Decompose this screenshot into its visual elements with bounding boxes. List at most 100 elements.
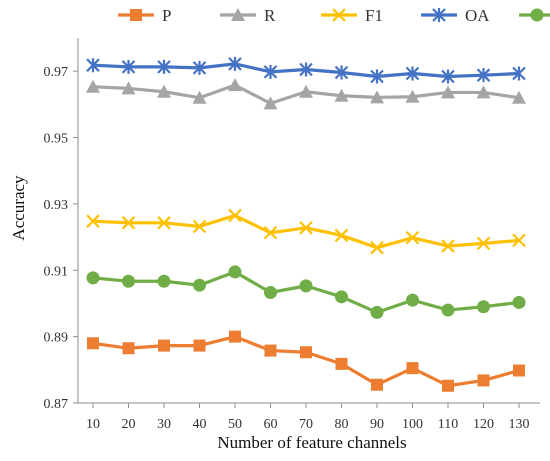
data-point-p (335, 357, 348, 370)
x-tick-label: 120 (473, 417, 494, 432)
data-point-kc (228, 265, 242, 279)
axes: 0.87 0.89 0.91 0.93 0.95 0.97 10 20 30 40 50 60 70 80… (44, 38, 540, 432)
data-point-kc (86, 271, 100, 285)
data-point-kc (299, 279, 313, 293)
data-point-kc (370, 305, 384, 319)
x-tick-label: 130 (509, 417, 530, 432)
data-point-p (264, 344, 277, 357)
x-tick-label: 50 (228, 417, 242, 432)
data-point-f1 (405, 230, 420, 245)
x-axis-title: Number of feature channels (217, 433, 406, 452)
series-kc (86, 265, 526, 319)
data-point-oa (263, 64, 278, 79)
data-point-f1 (370, 240, 384, 255)
data-point-r (263, 96, 278, 110)
x-tick-label: 90 (370, 417, 384, 432)
data-point-p (513, 364, 525, 377)
y-tick-label: 0.97 (44, 65, 69, 80)
legend: P R F1 OA KC (118, 6, 550, 25)
data-point-f1 (228, 208, 242, 223)
data-point-oa (228, 56, 242, 71)
data-point-kc (157, 274, 171, 288)
series-layer (86, 56, 526, 392)
legend-marker-oa (432, 8, 446, 22)
series-r (86, 78, 526, 110)
data-point-kc (441, 303, 455, 317)
y-axis-title: Accuracy (9, 175, 28, 241)
data-point-oa (334, 65, 349, 80)
legend-label-r: R (264, 6, 276, 25)
data-point-f1 (476, 236, 491, 251)
data-point-r (228, 78, 242, 92)
data-point-oa (370, 69, 384, 84)
data-point-f1 (334, 228, 349, 243)
data-point-r (476, 85, 491, 99)
series-oa (86, 56, 526, 84)
y-tick-label: 0.95 (44, 132, 69, 147)
legend-label-p: P (162, 6, 171, 25)
data-point-oa (299, 62, 313, 77)
data-point-kc (406, 293, 419, 307)
legend-marker-r (231, 8, 245, 21)
series-f1 (86, 208, 526, 255)
data-point-r (512, 90, 526, 104)
data-point-p (193, 339, 206, 352)
series-p (87, 330, 525, 392)
data-point-oa (157, 59, 171, 74)
data-point-r (86, 79, 100, 93)
legend-label-oa: OA (465, 6, 490, 25)
data-point-kc (122, 274, 135, 288)
data-point-r (370, 90, 384, 104)
data-point-oa (86, 58, 100, 73)
data-point-p (442, 379, 454, 392)
series-line-p (92, 335, 520, 388)
y-tick-label: 0.93 (44, 198, 69, 213)
x-tick-label: 110 (438, 417, 458, 432)
x-tick-label: 10 (86, 417, 100, 432)
data-point-p (122, 342, 135, 355)
data-point-oa (121, 59, 136, 74)
data-point-oa (405, 66, 420, 81)
data-point-p (158, 339, 170, 352)
data-point-r (334, 88, 349, 102)
x-tick-label: 20 (122, 417, 136, 432)
x-tick-label: 80 (335, 417, 349, 432)
legend-item-r: R (220, 6, 276, 25)
data-point-oa (441, 69, 455, 84)
data-point-kc (335, 290, 348, 304)
data-point-f1 (512, 233, 526, 248)
data-point-r (121, 81, 136, 95)
data-point-p (406, 362, 419, 375)
legend-item-oa: OA (421, 6, 490, 25)
legend-item-p: P (118, 6, 171, 25)
data-point-oa (476, 68, 491, 83)
data-point-kc (264, 286, 277, 300)
x-tick-label: 60 (264, 417, 278, 432)
data-point-oa (192, 60, 207, 75)
x-tick-label: 70 (299, 417, 313, 432)
data-point-p (87, 337, 99, 350)
legend-item-kc: KC (519, 8, 550, 22)
x-tick-label: 30 (157, 417, 171, 432)
data-point-f1 (192, 219, 207, 234)
data-point-f1 (157, 216, 171, 230)
x-tick-label: 100 (402, 417, 423, 432)
y-tick-label: 0.89 (44, 331, 69, 346)
legend-item-f1: F1 (321, 6, 383, 25)
data-point-r (157, 84, 171, 98)
data-point-f1 (121, 216, 136, 230)
data-point-f1 (441, 239, 455, 253)
data-point-oa (512, 66, 526, 81)
legend-marker-p (130, 9, 142, 21)
data-point-kc (477, 300, 490, 314)
data-point-r (405, 89, 420, 103)
data-point-kc (512, 295, 526, 309)
y-tick-label: 0.87 (44, 397, 69, 412)
legend-marker-f1 (332, 8, 346, 22)
data-point-r (192, 90, 207, 104)
data-point-r (441, 85, 455, 99)
data-point-f1 (86, 214, 100, 228)
legend-marker-kc (530, 8, 544, 22)
data-point-f1 (263, 225, 278, 240)
